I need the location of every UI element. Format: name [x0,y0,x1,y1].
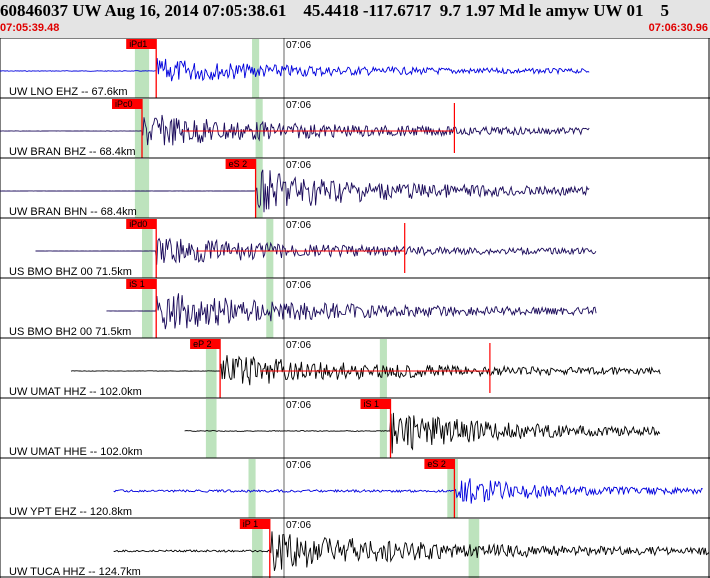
s-pick-window [379,339,387,398]
p-pick-window [142,219,153,278]
minute-tick-label: 07:06 [286,220,311,231]
pick-flag-label: iPc0 [115,99,133,109]
pick-flag-label: iPd1 [129,39,147,49]
station-label: UW TUCA HHZ -- 124.7km [9,566,141,578]
event-header: 60846037 UW Aug 16, 2014 07:05:38.61 45.… [0,0,710,38]
minute-tick-label: 07:06 [286,520,311,531]
p-pick-window [205,339,217,398]
minute-tick-label: 07:06 [286,40,311,51]
waveform-trace[interactable] [0,58,590,82]
s-pick-window [447,459,458,518]
p-pick-window [134,39,150,98]
waveform-trace[interactable] [0,114,590,146]
p-pick-window [142,279,153,338]
s-pick-window [255,99,263,158]
pick-flag[interactable] [126,279,157,289]
waveform-trace[interactable] [0,169,590,213]
pick-flag-label: eS 2 [229,159,248,169]
waveform-trace[interactable] [35,237,597,265]
pick-flag[interactable] [424,459,455,469]
station-label: UW BRAN BHN -- 68.4km [9,206,137,218]
waveform-trace[interactable] [113,478,703,504]
p-pick-window [252,519,263,578]
s-pick-window [252,39,260,98]
p-pick-window [205,399,217,458]
pick-flag-label: iP 1 [243,519,258,529]
s-pick-window [255,159,263,218]
pick-flag[interactable] [225,159,256,169]
p-pick-window [134,159,150,218]
pick-flag[interactable] [112,99,142,109]
minute-tick-label: 07:06 [286,340,311,351]
pick-flag[interactable] [190,339,221,349]
s-pick-window [266,279,274,338]
s-pick-window [468,519,480,578]
waveform-trace[interactable] [184,412,661,454]
window-start-time: 07:05:39.48 [0,22,60,34]
pick-flag[interactable] [126,219,157,229]
event-title: 60846037 UW Aug 16, 2014 07:05:38.61 45.… [0,1,669,20]
minute-tick-label: 07:06 [286,460,311,471]
station-label: UW LNO EHZ -- 67.6km [9,86,128,98]
station-label: US BMO BHZ 00 71.5km [9,266,132,278]
station-label: UW BRAN BHZ -- 68.4km [9,146,136,158]
pick-flag-label: eP 2 [193,339,211,349]
pick-flag-label: eS 2 [427,459,446,469]
minute-tick-label: 07:06 [286,400,311,411]
station-label: US BMO BH2 00 71.5km [9,326,131,338]
minute-tick-label: 07:06 [286,100,311,111]
seismogram-panel[interactable]: 07:06 iPd1 UW LNO EHZ -- 67.6km 07:06 iPc0 UW… [0,38,710,578]
station-label: UW YPT EHZ -- 120.8km [9,506,132,518]
waveform-trace[interactable] [106,293,597,330]
pick-flag[interactable] [126,39,157,49]
s-pick-window [379,399,387,458]
waveform-trace[interactable] [70,355,661,386]
pick-flag-label: iS 1 [129,279,145,289]
pick-flag[interactable] [239,519,270,529]
waveform-trace[interactable] [113,531,710,572]
pick-flag-label: iPd0 [129,219,147,229]
minute-tick-label: 07:06 [286,280,311,291]
pick-flag-label: iS 1 [364,399,380,409]
minute-tick-label: 07:06 [286,160,311,171]
pick-flag[interactable] [360,399,391,409]
window-end-time: 07:06:30.96 [648,22,708,34]
station-label: UW UMAT HHZ -- 102.0km [9,386,142,398]
p-pick-window [248,459,256,518]
station-label: UW UMAT HHE -- 102.0km [9,446,142,458]
